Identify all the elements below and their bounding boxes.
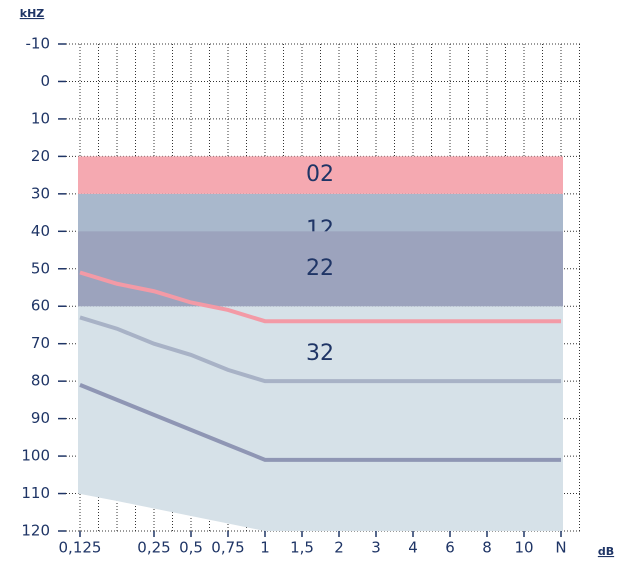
x-tick-label: 0,125: [59, 539, 102, 557]
x-tick-label: 0,75: [211, 539, 244, 557]
x-tick-label: 6: [445, 539, 455, 557]
y-tick-label: 20: [31, 147, 50, 165]
y-tick-label: 120: [21, 522, 50, 540]
x-tick-label: N: [555, 539, 566, 557]
y-tick-label: 90: [31, 409, 50, 427]
y-tick-label: 80: [31, 372, 50, 390]
x-tick-label: 1: [260, 539, 270, 557]
x-axis-label: dB: [598, 545, 614, 558]
y-tick-label: 110: [21, 484, 50, 502]
area-32: [78, 306, 563, 531]
x-tick-label: 4: [408, 539, 418, 557]
x-tick-label: 3: [371, 539, 381, 557]
x-tick-label: 10: [514, 539, 533, 557]
y-axis-label: kHZ: [20, 7, 45, 20]
line-series: [79, 270, 561, 324]
x-tick-label: 0,25: [137, 539, 170, 557]
x-tick-label: 8: [482, 539, 492, 557]
y-tick-label: 100: [21, 447, 50, 465]
y-tick-label: 0: [40, 72, 50, 90]
y-tick-label: 10: [31, 109, 50, 127]
y-tick-label: 70: [31, 334, 50, 352]
x-tick-label: 0,5: [179, 539, 203, 557]
band-label: 02: [306, 162, 334, 187]
line-series: [79, 315, 561, 384]
band-label: 22: [306, 256, 334, 281]
y-tick-label: 50: [31, 259, 50, 277]
y-tick-label: 30: [31, 184, 50, 202]
line-series: [79, 383, 561, 462]
y-tick-label: -10: [26, 35, 51, 53]
band-label: 32: [306, 341, 334, 366]
band: [78, 156, 563, 194]
x-tick-label: 1,5: [290, 539, 314, 557]
x-tick-label: 2: [334, 539, 344, 557]
y-tick-label: 40: [31, 222, 50, 240]
y-tick-label: 60: [31, 297, 50, 315]
